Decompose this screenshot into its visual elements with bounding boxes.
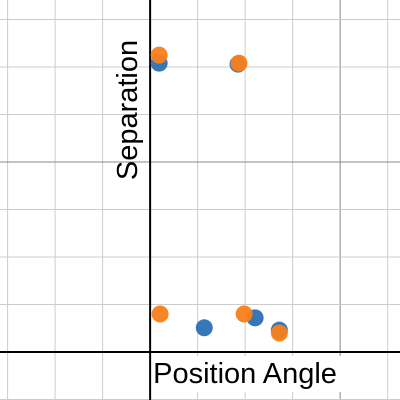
x-axis-label: Position Angle [153, 358, 337, 390]
y-axis-label: Separation [112, 40, 144, 180]
point [235, 305, 253, 323]
point [150, 46, 168, 64]
point [195, 319, 213, 337]
point [230, 54, 248, 72]
x-label-bg [152, 356, 375, 393]
point [151, 305, 169, 323]
point [270, 324, 288, 342]
